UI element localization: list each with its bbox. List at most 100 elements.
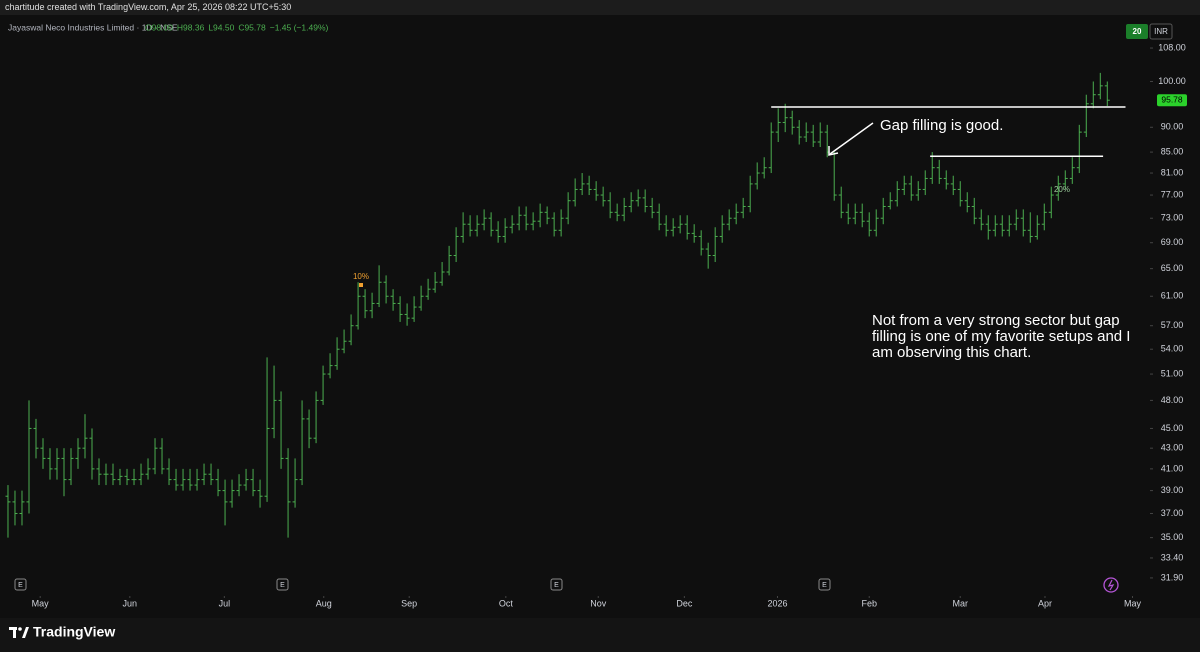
ohlc-bar [1013,209,1019,231]
percent-marker [359,283,363,287]
ohlc-bar [299,400,305,486]
ohlc-bar [320,365,326,405]
ohlc-bar [1027,212,1033,243]
ohlc-bar [796,120,802,145]
ohlc-bar [992,215,998,237]
ohlc-bar [369,292,375,319]
ohlc-bar [1041,203,1047,231]
ohlc-bar [418,285,424,311]
last-price-box [1157,94,1187,107]
ohlc-bar [110,463,116,486]
ohlc-bar [180,468,186,491]
interval-badge-text[interactable]: 20 [1133,27,1142,36]
ohlc-bar [740,197,746,219]
x-tick-label: Nov [590,598,607,608]
y-tick-label: 100.00 [1158,76,1186,86]
ohlc-bar [341,329,347,354]
earnings-box[interactable] [276,578,289,591]
x-tick-label: Sep [401,598,417,608]
ohlc-bar [5,485,11,538]
ohlc-bar [509,215,515,234]
ohlc-bar [684,215,690,240]
ohlc-bar [852,203,858,225]
callout-arrowhead [828,146,839,156]
ohlc-bar [978,209,984,231]
ohlc-bar [131,468,137,486]
ohlc-bar [579,173,585,196]
ohlc-bar [26,400,32,514]
credit: chartitude created with TradingView.com,… [5,2,291,12]
ohlc-bar [194,468,200,491]
ohlc-bar [964,192,970,213]
ohlc-bar [362,289,368,319]
ohlc-bar [187,468,193,491]
ohlc-bar [348,314,354,346]
brand-logo[interactable] [9,627,29,638]
y-tick-label: 57.00 [1161,320,1184,330]
y-tick-label: 35.00 [1161,532,1184,542]
ohlc-bar [971,197,977,225]
ohlc-bar [82,414,88,459]
legend-values: O98.00 H98.36 L94.50 C95.78 −1.45 (−1.49%) [145,22,328,32]
x-tick-label: Aug [316,598,332,608]
ohlc-bar [68,448,74,486]
ohlc-bar [789,110,795,135]
ohlc-bar [89,428,95,480]
ohlc-bar [586,175,592,196]
ohlc-bar [236,474,242,497]
ohlc-bar [1006,215,1012,237]
ohlc-bar [572,178,578,207]
ohlc-bar [845,203,851,225]
currency-badge[interactable] [1149,23,1173,40]
ohlc-bar [607,192,613,219]
ohlc-bar [117,468,123,486]
y-tick-label: 37.00 [1161,508,1184,518]
earnings-label[interactable]: E [554,582,559,589]
ohlc-bar [481,209,487,231]
ohlc-bar [397,296,403,322]
ohlc-bar [145,458,151,480]
ohlc-bar [530,212,536,231]
x-tick-label: Jun [123,598,138,608]
ohlc-bar [1020,209,1026,237]
earnings-box[interactable] [818,578,831,591]
ohlc-bar [838,186,844,219]
ohlc-bar [306,409,312,449]
ohlc-bar [880,197,886,225]
legend-value: O98.00 [145,22,173,32]
ohlc-bar [215,468,221,497]
ohlc-bar [327,353,333,379]
ohlc-bar [712,227,718,263]
earnings-box[interactable] [14,578,27,591]
ohlc-bar [922,170,928,196]
currency-text[interactable]: INR [1154,27,1168,36]
ohlc-bar [19,490,25,526]
ohlc-bar [47,448,53,480]
ohlc-bar [12,490,18,526]
ohlc-bar [761,157,767,179]
earnings-label[interactable]: E [280,582,285,589]
earnings-label[interactable]: E [18,582,23,589]
earnings-box[interactable] [550,578,563,591]
ohlc-bar [467,215,473,237]
callout-text: Gap filling is good. [880,117,1003,134]
ohlc-bar [1104,81,1110,107]
brand-name[interactable]: TradingView [33,624,115,640]
x-tick-label: Jul [219,598,231,608]
event-bolt [1107,579,1115,591]
note-text: Not from a very strong sector but gap fi… [872,312,1131,361]
earnings-label[interactable]: E [822,582,827,589]
ohlc-bar [649,197,655,219]
y-tick-label: 41.00 [1161,463,1184,473]
ohlc-bar [390,289,396,311]
ohlc-bar [775,108,781,142]
ohlc-bar [250,468,256,497]
ohlc-bar [887,192,893,210]
event-icon[interactable] [1103,577,1119,593]
ohlc-bar [474,215,480,237]
ohlc-bar [40,438,46,469]
interval-badge[interactable] [1126,24,1148,39]
ohlc-bar [558,209,564,237]
ohlc-bar [404,303,410,326]
ohlc-bar [201,463,207,486]
